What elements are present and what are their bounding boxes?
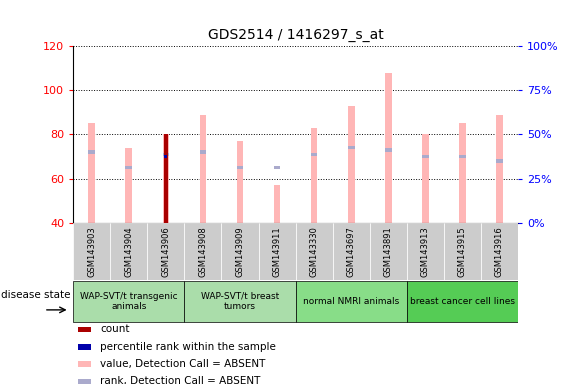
- Bar: [258, 223, 296, 280]
- Bar: [311, 152, 318, 156]
- Bar: [296, 223, 333, 280]
- Bar: [459, 123, 466, 223]
- Bar: [348, 106, 355, 223]
- Bar: [236, 141, 243, 223]
- Bar: [406, 223, 444, 280]
- Bar: [148, 223, 185, 280]
- Bar: [73, 281, 185, 322]
- Bar: [406, 281, 518, 322]
- Bar: [78, 379, 91, 384]
- Bar: [311, 128, 318, 223]
- Bar: [199, 151, 206, 154]
- Bar: [78, 327, 91, 332]
- Text: normal NMRI animals: normal NMRI animals: [303, 297, 399, 306]
- Bar: [185, 223, 221, 280]
- Bar: [78, 361, 91, 367]
- Text: GSM143908: GSM143908: [198, 226, 207, 277]
- Bar: [236, 166, 243, 169]
- Bar: [496, 114, 503, 223]
- Bar: [422, 134, 428, 223]
- Bar: [163, 134, 169, 223]
- Text: GSM143909: GSM143909: [235, 226, 244, 277]
- Bar: [459, 155, 466, 158]
- Bar: [333, 223, 370, 280]
- Bar: [221, 223, 258, 280]
- Bar: [164, 155, 167, 158]
- Bar: [370, 223, 406, 280]
- Text: GSM143906: GSM143906: [162, 226, 171, 277]
- Bar: [481, 223, 518, 280]
- Bar: [88, 151, 95, 154]
- Bar: [422, 155, 428, 158]
- Text: GSM143330: GSM143330: [310, 226, 319, 277]
- Bar: [296, 281, 406, 322]
- Bar: [126, 148, 132, 223]
- Text: rank, Detection Call = ABSENT: rank, Detection Call = ABSENT: [100, 376, 260, 384]
- Text: breast cancer cell lines: breast cancer cell lines: [410, 297, 515, 306]
- Text: disease state: disease state: [2, 290, 71, 300]
- Bar: [199, 114, 206, 223]
- Text: GSM143915: GSM143915: [458, 226, 467, 277]
- Text: GSM143911: GSM143911: [272, 226, 282, 277]
- Bar: [164, 134, 168, 223]
- Text: WAP-SVT/t breast
tumors: WAP-SVT/t breast tumors: [201, 292, 279, 311]
- Bar: [73, 223, 110, 280]
- Bar: [385, 148, 392, 152]
- Text: GSM143697: GSM143697: [347, 226, 356, 277]
- Bar: [163, 152, 169, 156]
- Bar: [444, 223, 481, 280]
- Bar: [348, 146, 355, 149]
- Text: value, Detection Call = ABSENT: value, Detection Call = ABSENT: [100, 359, 265, 369]
- Bar: [126, 166, 132, 169]
- Bar: [185, 281, 296, 322]
- Title: GDS2514 / 1416297_s_at: GDS2514 / 1416297_s_at: [208, 28, 383, 42]
- Bar: [110, 223, 148, 280]
- Bar: [274, 185, 280, 223]
- Bar: [88, 123, 95, 223]
- Text: percentile rank within the sample: percentile rank within the sample: [100, 342, 276, 352]
- Bar: [78, 344, 91, 349]
- Text: count: count: [100, 324, 129, 334]
- Bar: [274, 166, 280, 169]
- Text: GSM143891: GSM143891: [384, 226, 393, 277]
- Bar: [496, 159, 503, 162]
- Text: GSM143913: GSM143913: [421, 226, 430, 277]
- Text: WAP-SVT/t transgenic
animals: WAP-SVT/t transgenic animals: [80, 292, 177, 311]
- Text: GSM143916: GSM143916: [495, 226, 504, 277]
- Text: GSM143904: GSM143904: [124, 226, 133, 277]
- Text: GSM143903: GSM143903: [87, 226, 96, 277]
- Bar: [385, 73, 392, 223]
